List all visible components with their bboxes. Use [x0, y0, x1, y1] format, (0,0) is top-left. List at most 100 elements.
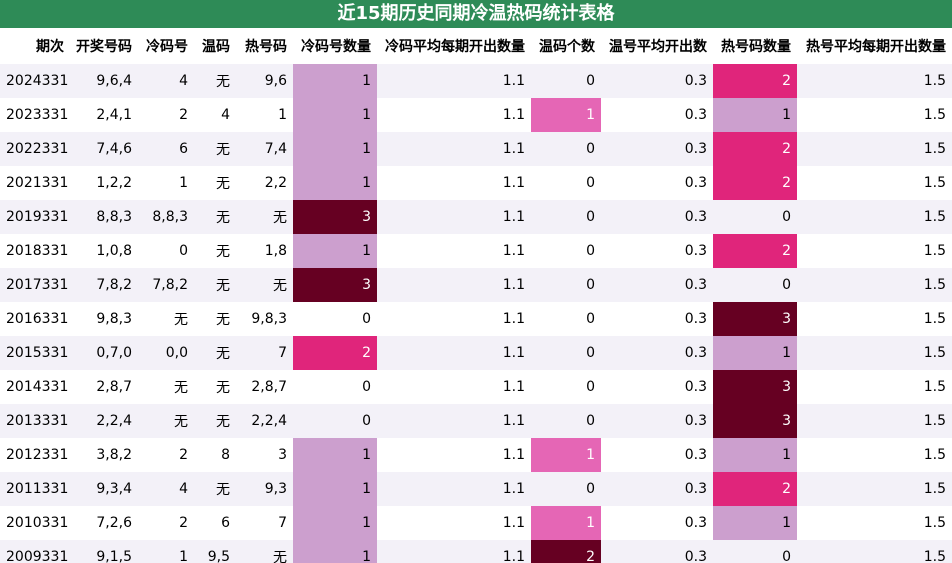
- cell-hot-numbers[interactable]: 无: [236, 540, 293, 563]
- cell-cold-avg[interactable]: 1.1: [377, 268, 531, 302]
- cell-warm-numbers[interactable]: 9,5: [194, 540, 236, 563]
- cell-period[interactable]: 2013331: [0, 404, 70, 438]
- cell-hot-avg[interactable]: 1.5: [797, 98, 952, 132]
- cell-warm-avg[interactable]: 0.3: [601, 336, 713, 370]
- cell-cold-numbers[interactable]: 8,8,3: [138, 200, 194, 234]
- cell-hot-count[interactable]: 1: [713, 506, 797, 540]
- cell-cold-count[interactable]: 1: [293, 98, 377, 132]
- cell-warm-numbers[interactable]: 无: [194, 370, 236, 404]
- cell-cold-numbers[interactable]: 2: [138, 438, 194, 472]
- cell-hot-count[interactable]: 3: [713, 404, 797, 438]
- cell-period[interactable]: 2022331: [0, 132, 70, 166]
- cell-hot-count[interactable]: 2: [713, 64, 797, 98]
- cell-warm-numbers[interactable]: 无: [194, 234, 236, 268]
- cell-warm-numbers[interactable]: 无: [194, 302, 236, 336]
- cell-hot-avg[interactable]: 1.5: [797, 302, 952, 336]
- cell-hot-numbers[interactable]: 2,2,4: [236, 404, 293, 438]
- cell-hot-avg[interactable]: 1.5: [797, 336, 952, 370]
- cell-draw-numbers[interactable]: 9,1,5: [70, 540, 138, 563]
- cell-cold-avg[interactable]: 1.1: [377, 404, 531, 438]
- cell-cold-avg[interactable]: 1.1: [377, 302, 531, 336]
- cell-hot-avg[interactable]: 1.5: [797, 166, 952, 200]
- cell-hot-count[interactable]: 2: [713, 166, 797, 200]
- cell-hot-avg[interactable]: 1.5: [797, 472, 952, 506]
- cell-hot-numbers[interactable]: 7: [236, 336, 293, 370]
- header-warm-count[interactable]: 温码个数: [531, 28, 601, 64]
- cell-cold-numbers[interactable]: 4: [138, 472, 194, 506]
- cell-draw-numbers[interactable]: 9,6,4: [70, 64, 138, 98]
- cell-cold-count[interactable]: 1: [293, 64, 377, 98]
- cell-warm-numbers[interactable]: 无: [194, 404, 236, 438]
- cell-cold-count[interactable]: 1: [293, 472, 377, 506]
- cell-cold-numbers[interactable]: 7,8,2: [138, 268, 194, 302]
- cell-warm-avg[interactable]: 0.3: [601, 234, 713, 268]
- cell-cold-avg[interactable]: 1.1: [377, 166, 531, 200]
- cell-hot-avg[interactable]: 1.5: [797, 506, 952, 540]
- cell-period[interactable]: 2010331: [0, 506, 70, 540]
- cell-warm-count[interactable]: 0: [531, 132, 601, 166]
- cell-hot-count[interactable]: 0: [713, 268, 797, 302]
- cell-period[interactable]: 2012331: [0, 438, 70, 472]
- cell-cold-avg[interactable]: 1.1: [377, 132, 531, 166]
- cell-cold-count[interactable]: 0: [293, 404, 377, 438]
- header-hot-numbers[interactable]: 热号码: [236, 28, 293, 64]
- cell-hot-numbers[interactable]: 7,4: [236, 132, 293, 166]
- cell-warm-count[interactable]: 0: [531, 234, 601, 268]
- cell-hot-count[interactable]: 3: [713, 302, 797, 336]
- cell-warm-avg[interactable]: 0.3: [601, 506, 713, 540]
- cell-draw-numbers[interactable]: 1,0,8: [70, 234, 138, 268]
- cell-cold-count[interactable]: 0: [293, 370, 377, 404]
- cell-hot-avg[interactable]: 1.5: [797, 64, 952, 98]
- cell-warm-avg[interactable]: 0.3: [601, 540, 713, 563]
- cell-cold-numbers[interactable]: 2: [138, 98, 194, 132]
- cell-hot-numbers[interactable]: 1,8: [236, 234, 293, 268]
- cell-warm-avg[interactable]: 0.3: [601, 268, 713, 302]
- cell-cold-numbers[interactable]: 1: [138, 166, 194, 200]
- cell-cold-numbers[interactable]: 0,0: [138, 336, 194, 370]
- cell-cold-avg[interactable]: 1.1: [377, 506, 531, 540]
- header-warm-numbers[interactable]: 温码: [194, 28, 236, 64]
- cell-hot-count[interactable]: 3: [713, 370, 797, 404]
- cell-cold-avg[interactable]: 1.1: [377, 64, 531, 98]
- cell-draw-numbers[interactable]: 1,2,2: [70, 166, 138, 200]
- cell-draw-numbers[interactable]: 7,4,6: [70, 132, 138, 166]
- cell-warm-numbers[interactable]: 无: [194, 268, 236, 302]
- cell-hot-avg[interactable]: 1.5: [797, 234, 952, 268]
- cell-hot-avg[interactable]: 1.5: [797, 200, 952, 234]
- cell-period[interactable]: 2018331: [0, 234, 70, 268]
- cell-hot-avg[interactable]: 1.5: [797, 268, 952, 302]
- cell-cold-avg[interactable]: 1.1: [377, 200, 531, 234]
- cell-cold-count[interactable]: 1: [293, 166, 377, 200]
- cell-hot-count[interactable]: 1: [713, 98, 797, 132]
- cell-hot-count[interactable]: 1: [713, 438, 797, 472]
- cell-warm-count[interactable]: 0: [531, 404, 601, 438]
- cell-warm-numbers[interactable]: 无: [194, 132, 236, 166]
- cell-cold-numbers[interactable]: 4: [138, 64, 194, 98]
- cell-period[interactable]: 2019331: [0, 200, 70, 234]
- cell-cold-numbers[interactable]: 无: [138, 370, 194, 404]
- cell-cold-count[interactable]: 1: [293, 132, 377, 166]
- cell-hot-avg[interactable]: 1.5: [797, 370, 952, 404]
- cell-warm-avg[interactable]: 0.3: [601, 64, 713, 98]
- cell-period[interactable]: 2011331: [0, 472, 70, 506]
- cell-draw-numbers[interactable]: 8,8,3: [70, 200, 138, 234]
- cell-hot-numbers[interactable]: 7: [236, 506, 293, 540]
- header-period[interactable]: 期次: [0, 28, 70, 64]
- cell-period[interactable]: 2009331: [0, 540, 70, 563]
- cell-draw-numbers[interactable]: 9,3,4: [70, 472, 138, 506]
- cell-hot-avg[interactable]: 1.5: [797, 132, 952, 166]
- cell-hot-count[interactable]: 2: [713, 234, 797, 268]
- cell-cold-avg[interactable]: 1.1: [377, 336, 531, 370]
- cell-warm-count[interactable]: 1: [531, 98, 601, 132]
- cell-cold-numbers[interactable]: 6: [138, 132, 194, 166]
- cell-hot-count[interactable]: 2: [713, 472, 797, 506]
- cell-warm-avg[interactable]: 0.3: [601, 472, 713, 506]
- cell-cold-count[interactable]: 1: [293, 438, 377, 472]
- cell-warm-numbers[interactable]: 无: [194, 336, 236, 370]
- cell-cold-avg[interactable]: 1.1: [377, 234, 531, 268]
- cell-warm-count[interactable]: 0: [531, 166, 601, 200]
- cell-warm-numbers[interactable]: 无: [194, 472, 236, 506]
- cell-warm-numbers[interactable]: 无: [194, 166, 236, 200]
- cell-period[interactable]: 2017331: [0, 268, 70, 302]
- cell-draw-numbers[interactable]: 7,8,2: [70, 268, 138, 302]
